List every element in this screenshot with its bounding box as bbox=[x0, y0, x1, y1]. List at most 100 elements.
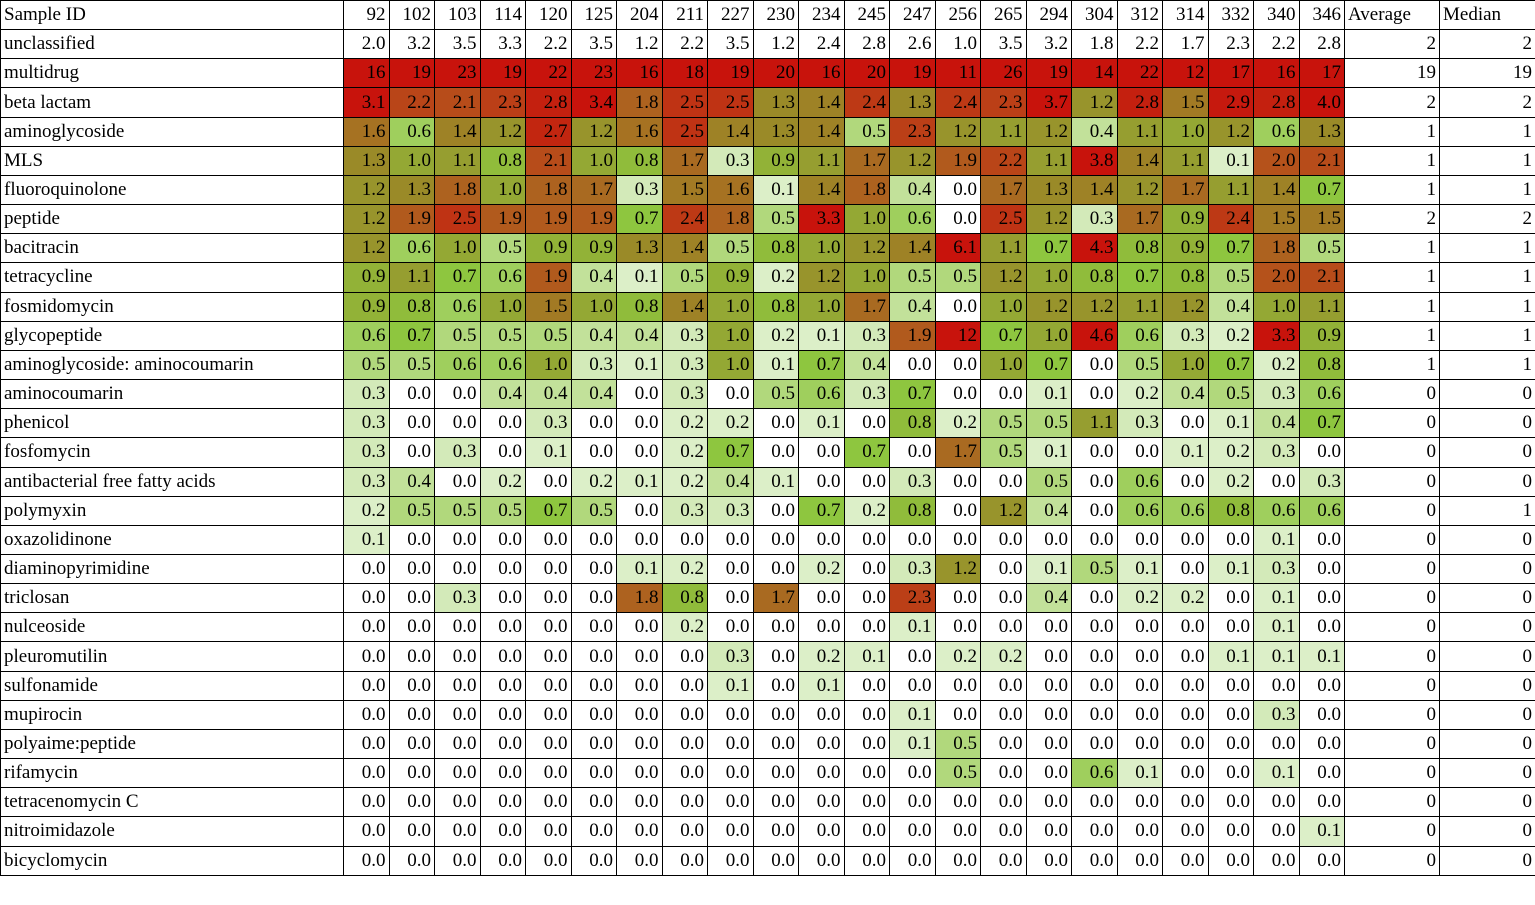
heatmap-cell: 0.8 bbox=[1116, 233, 1163, 264]
heatmap-cell: 1.0 bbox=[707, 291, 754, 322]
heatmap-cell: 1.2 bbox=[1025, 291, 1072, 322]
heatmap-cell: 0.0 bbox=[752, 524, 799, 555]
heatmap-cell: 0.6 bbox=[1116, 320, 1163, 351]
heatmap-cell: 1.2 bbox=[934, 116, 981, 147]
heatmap-cell: 0.0 bbox=[1162, 466, 1209, 497]
heatmap-cell: 0.3 bbox=[1116, 408, 1163, 439]
heatmap-cell: 1.3 bbox=[388, 174, 435, 206]
heatmap-cell: 3.8 bbox=[1071, 145, 1118, 176]
heatmap-cell: 2.0 bbox=[343, 29, 390, 60]
heatmap-cell: 0.5 bbox=[1025, 466, 1072, 497]
median-cell: 0 bbox=[1439, 583, 1535, 614]
heatmap-cell: 0.0 bbox=[1207, 816, 1254, 847]
heatmap-cell: 0.0 bbox=[570, 641, 617, 672]
heatmap-cell: 0.2 bbox=[661, 466, 708, 497]
heatmap-cell: 0.0 bbox=[1253, 787, 1300, 818]
heatmap-cell: 0.0 bbox=[980, 816, 1027, 847]
heatmap-cell: 0.0 bbox=[1207, 670, 1254, 701]
heatmap-cell: 0.3 bbox=[707, 145, 754, 176]
heatmap-cell: 0.0 bbox=[1071, 466, 1118, 497]
heatmap-cell: 0.6 bbox=[1253, 495, 1300, 526]
heatmap-cell: 1.7 bbox=[570, 174, 617, 206]
heatmap-cell: 1.2 bbox=[934, 553, 981, 585]
heatmap-cell: 2.1 bbox=[525, 145, 572, 176]
heatmap-cell: 1.1 bbox=[1071, 408, 1118, 439]
row-label: fosfomycin bbox=[0, 437, 344, 468]
column-header: 230 bbox=[752, 0, 799, 31]
average-cell: 0 bbox=[1344, 466, 1440, 497]
median-cell: 1 bbox=[1439, 349, 1535, 381]
heatmap-cell: 0.0 bbox=[1071, 816, 1118, 847]
heatmap-cell: 0.8 bbox=[889, 408, 936, 439]
heatmap-cell: 0.0 bbox=[707, 699, 754, 730]
average-cell: 1 bbox=[1344, 349, 1440, 381]
heatmap-cell: 0.3 bbox=[1253, 553, 1300, 585]
heatmap-cell: 0.0 bbox=[479, 612, 526, 643]
heatmap-cell: 0.0 bbox=[525, 641, 572, 672]
heatmap-cell: 18 bbox=[661, 58, 708, 89]
heatmap-cell: 1.0 bbox=[525, 349, 572, 381]
heatmap-cell: 0.0 bbox=[388, 670, 435, 701]
heatmap-cell: 0.0 bbox=[388, 787, 435, 818]
heatmap-cell: 0.2 bbox=[661, 437, 708, 468]
heatmap-cell: 1.1 bbox=[980, 233, 1027, 264]
heatmap-cell: 1.2 bbox=[343, 204, 390, 235]
heatmap-cell: 0.5 bbox=[479, 495, 526, 526]
heatmap-cell: 0.3 bbox=[707, 641, 754, 672]
heatmap-cell: 0.0 bbox=[479, 437, 526, 468]
heatmap-cell: 0.0 bbox=[479, 641, 526, 672]
heatmap-cell: 3.5 bbox=[434, 29, 481, 60]
heatmap-cell: 2.8 bbox=[1253, 87, 1300, 118]
heatmap-cell: 0.0 bbox=[1253, 816, 1300, 847]
heatmap-cell: 0.0 bbox=[1116, 816, 1163, 847]
row-label: tetracenomycin C bbox=[0, 787, 344, 818]
heatmap-cell: 0.2 bbox=[934, 641, 981, 672]
heatmap-cell: 23 bbox=[434, 58, 481, 89]
heatmap-cell: 0.0 bbox=[343, 758, 390, 789]
heatmap-cell: 19 bbox=[479, 58, 526, 89]
heatmap-cell: 0.0 bbox=[1162, 699, 1209, 730]
heatmap-cell: 0.0 bbox=[661, 641, 708, 672]
heatmap-cell: 0.2 bbox=[934, 408, 981, 439]
heatmap-cell: 0.0 bbox=[752, 845, 799, 876]
heatmap-cell: 1.8 bbox=[1071, 29, 1118, 60]
heatmap-cell: 0.0 bbox=[752, 408, 799, 439]
median-cell: 0 bbox=[1439, 379, 1535, 410]
heatmap-cell: 0.8 bbox=[479, 145, 526, 176]
heatmap-row: unclassified 2.0 3.2 3.5 3.3 2.2 3.5 1.2 2.2 3.5 1… bbox=[0, 29, 1535, 60]
heatmap-cell: 0.0 bbox=[570, 670, 617, 701]
heatmap-cell: 3.5 bbox=[570, 29, 617, 60]
average-cell: 0 bbox=[1344, 670, 1440, 701]
heatmap-cell: 0.4 bbox=[388, 466, 435, 497]
heatmap-cell: 0.0 bbox=[1207, 583, 1254, 614]
heatmap-cell: 0.0 bbox=[525, 758, 572, 789]
heatmap-cell: 0.9 bbox=[525, 233, 572, 264]
median-cell: 2 bbox=[1439, 87, 1535, 118]
heatmap-cell: 0.0 bbox=[1071, 612, 1118, 643]
row-label: pleuromutilin bbox=[0, 641, 344, 672]
heatmap-cell: 0.6 bbox=[1071, 758, 1118, 789]
heatmap-cell: 0.0 bbox=[388, 583, 435, 614]
heatmap-cell: 2.2 bbox=[388, 87, 435, 118]
heatmap-cell: 16 bbox=[798, 58, 845, 89]
heatmap-cell: 1.2 bbox=[1025, 116, 1072, 147]
heatmap-cell: 0.4 bbox=[570, 262, 617, 293]
heatmap-cell: 1.7 bbox=[980, 174, 1027, 206]
heatmap-cell: 11 bbox=[934, 58, 981, 89]
heatmap-cell: 0.4 bbox=[707, 466, 754, 497]
heatmap-cell: 1.0 bbox=[980, 349, 1027, 381]
heatmap-cell: 0.0 bbox=[1071, 437, 1118, 468]
column-header: 340 bbox=[1253, 0, 1300, 31]
heatmap-cell: 0.0 bbox=[434, 641, 481, 672]
heatmap-cell: 0.5 bbox=[1116, 349, 1163, 381]
heatmap-body: unclassified 2.0 3.2 3.5 3.3 2.2 3.5 1.2 2.2 3.5 1… bbox=[0, 29, 1535, 876]
heatmap-row: beta lactam 3.1 2.2 2.1 2.3 2.8 3.4 1.8 2.5 2.5 1.… bbox=[0, 87, 1535, 118]
average-cell: 0 bbox=[1344, 845, 1440, 876]
heatmap-cell: 0.1 bbox=[1025, 437, 1072, 468]
heatmap-cell: 0.6 bbox=[479, 262, 526, 293]
heatmap-cell: 0.2 bbox=[661, 612, 708, 643]
heatmap-cell: 0.0 bbox=[343, 553, 390, 585]
heatmap-cell: 0.0 bbox=[843, 728, 890, 760]
heatmap-cell: 0.1 bbox=[843, 641, 890, 672]
heatmap-cell: 0.0 bbox=[479, 845, 526, 876]
